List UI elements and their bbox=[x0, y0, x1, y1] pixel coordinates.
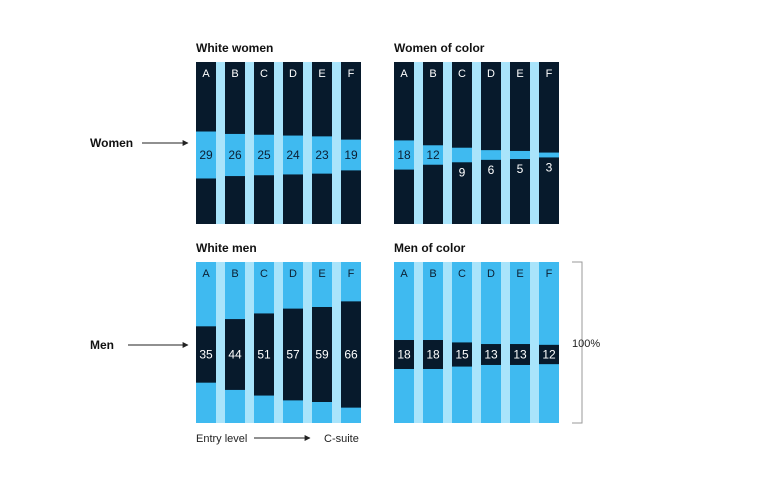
bar-background bbox=[452, 62, 472, 224]
bar-segment bbox=[312, 307, 332, 402]
footer-c-suite: C-suite bbox=[324, 433, 359, 445]
bar-segment bbox=[254, 313, 274, 396]
bar-value-label: 15 bbox=[455, 348, 469, 362]
bar-value-label: 3 bbox=[546, 160, 553, 174]
panel-title-white-men: White men bbox=[196, 241, 257, 255]
bar-segment bbox=[423, 145, 443, 165]
bar-category-label: D bbox=[289, 268, 297, 280]
bar-background bbox=[539, 62, 559, 224]
bar-background bbox=[510, 262, 530, 423]
bar-category-label: E bbox=[516, 68, 523, 80]
bar-segment bbox=[196, 326, 216, 383]
bar-value-label: 13 bbox=[513, 348, 527, 362]
panel-background bbox=[196, 62, 361, 224]
bar-category-label: E bbox=[318, 268, 325, 280]
bar-value-label: 5 bbox=[517, 162, 524, 176]
bar-category-label: F bbox=[546, 68, 553, 80]
bar-category-label: C bbox=[458, 268, 466, 280]
bar-background bbox=[481, 262, 501, 423]
panel-background bbox=[196, 262, 361, 423]
panel-white-women: A 29 B 26 C 25 D 24 E 23 F 19 bbox=[196, 62, 361, 224]
bar-value-label: 57 bbox=[286, 348, 300, 362]
panel-title-women-of-color: Women of color bbox=[394, 41, 485, 55]
panel-background bbox=[394, 262, 559, 423]
bar-category-label: F bbox=[546, 268, 553, 280]
bar-value-label: 6 bbox=[488, 163, 495, 177]
bar-value-label: 66 bbox=[344, 348, 358, 362]
bar-segment bbox=[225, 133, 245, 177]
bar-category-label: D bbox=[487, 268, 495, 280]
bar-segment bbox=[283, 135, 303, 175]
bar-segment bbox=[539, 344, 559, 365]
bar-value-label: 9 bbox=[459, 165, 466, 179]
bar-category-label: B bbox=[231, 268, 238, 280]
bar-category-label: D bbox=[289, 68, 297, 80]
bar-category-label: F bbox=[348, 68, 355, 80]
bar-value-label: 24 bbox=[286, 148, 300, 162]
bar-background bbox=[481, 62, 501, 224]
bar-value-label: 18 bbox=[397, 348, 411, 362]
bar-value-label: 26 bbox=[228, 148, 242, 162]
bar-category-label: A bbox=[400, 68, 408, 80]
bar-category-label: C bbox=[260, 268, 268, 280]
panel-men-of-color: A 18 B 18 C 15 D 13 E 13 F 12 bbox=[394, 262, 559, 423]
bar-category-label: A bbox=[400, 268, 408, 280]
bar-category-label: A bbox=[202, 68, 210, 80]
bar-value-label: 29 bbox=[199, 148, 213, 162]
footer-entry-level: Entry level bbox=[196, 433, 247, 445]
bar-background bbox=[510, 62, 530, 224]
bar-segment bbox=[539, 152, 559, 158]
bar-segment bbox=[394, 340, 414, 369]
bar-value-label: 51 bbox=[257, 348, 271, 362]
bar-segment bbox=[283, 308, 303, 401]
bar-segment bbox=[341, 139, 361, 171]
bar-category-label: A bbox=[202, 268, 210, 280]
panel-white-men: A 35 B 44 C 51 D 57 E 59 F 66 bbox=[196, 262, 361, 423]
bar-segment bbox=[510, 344, 530, 365]
bar-segment bbox=[452, 147, 472, 163]
bar-segment bbox=[452, 342, 472, 367]
panel-title-men-of-color: Men of color bbox=[394, 241, 466, 255]
bar-background bbox=[423, 62, 443, 224]
bar-value-label: 23 bbox=[315, 148, 329, 162]
bar-category-label: E bbox=[516, 268, 523, 280]
bar-segment bbox=[510, 150, 530, 160]
bar-value-label: 44 bbox=[228, 348, 242, 362]
bar-segment bbox=[423, 340, 443, 369]
bar-category-label: C bbox=[260, 68, 268, 80]
row-label-men: Men bbox=[90, 338, 114, 352]
bar-category-label: D bbox=[487, 68, 495, 80]
bar-segment bbox=[481, 344, 501, 365]
bar-category-label: B bbox=[429, 68, 436, 80]
bar-category-label: F bbox=[348, 268, 355, 280]
bar-category-label: B bbox=[231, 68, 238, 80]
bar-value-label: 35 bbox=[199, 348, 213, 362]
bar-value-label: 12 bbox=[542, 348, 556, 362]
bar-segment bbox=[394, 140, 414, 170]
panel-women-of-color: A 18 B 12 C 9 D 6 E 5 F 3 bbox=[394, 62, 559, 224]
bar-value-label: 19 bbox=[344, 148, 358, 162]
bar-background bbox=[539, 262, 559, 423]
total-bracket bbox=[572, 261, 583, 424]
bar-value-label: 25 bbox=[257, 148, 271, 162]
row-label-women: Women bbox=[90, 136, 133, 150]
bar-value-label: 12 bbox=[426, 148, 440, 162]
bar-segment bbox=[225, 319, 245, 390]
bar-category-label: B bbox=[429, 268, 436, 280]
panel-title-white-women: White women bbox=[196, 41, 273, 55]
bar-segment bbox=[481, 150, 501, 160]
bar-value-label: 18 bbox=[426, 348, 440, 362]
panel-background bbox=[394, 62, 559, 224]
bar-value-label: 18 bbox=[397, 148, 411, 162]
bar-category-label: C bbox=[458, 68, 466, 80]
bar-segment bbox=[312, 136, 332, 174]
total-label: 100% bbox=[572, 338, 600, 350]
bar-category-label: E bbox=[318, 68, 325, 80]
bar-segment bbox=[254, 134, 274, 176]
bar-value-label: 13 bbox=[484, 348, 498, 362]
bar-segment bbox=[341, 301, 361, 408]
bar-segment bbox=[196, 131, 216, 179]
bar-value-label: 59 bbox=[315, 348, 329, 362]
